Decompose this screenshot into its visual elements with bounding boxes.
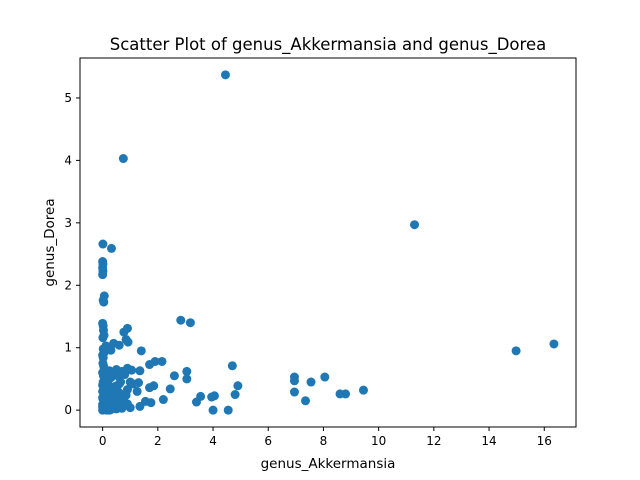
data-point (106, 345, 116, 355)
data-point (118, 154, 128, 164)
data-point (145, 360, 155, 370)
y-tick-label: 4 (64, 153, 72, 167)
data-point (125, 403, 135, 413)
data-point (119, 327, 129, 337)
data-point (233, 381, 243, 391)
y-tick-label: 2 (64, 278, 72, 292)
data-point (145, 383, 155, 393)
data-point (116, 377, 126, 387)
plot-frame (79, 57, 577, 428)
data-point (230, 390, 240, 400)
data-point (127, 365, 137, 375)
data-point (207, 392, 217, 402)
data-point (358, 385, 368, 395)
y-axis-ticks: 0 1 2 3 4 5 (64, 91, 80, 417)
data-point (220, 70, 230, 80)
data-point (182, 366, 192, 376)
data-point (104, 390, 114, 400)
y-tick-label: 1 (64, 341, 72, 355)
data-points (98, 70, 559, 415)
data-point (165, 384, 175, 394)
x-tick-label: 14 (481, 434, 496, 448)
data-point (106, 243, 116, 253)
data-point (114, 340, 124, 350)
data-point (511, 346, 521, 356)
data-point (306, 377, 316, 387)
data-point (301, 396, 310, 406)
data-point (208, 405, 218, 415)
data-point (410, 220, 420, 230)
y-axis-label: genus_Dorea (42, 198, 58, 286)
data-point (289, 387, 299, 397)
data-point (176, 315, 186, 325)
x-axis-ticks: 0 2 4 6 8 10 12 14 16 (99, 427, 552, 448)
x-tick-label: 10 (371, 434, 386, 448)
data-point (98, 239, 108, 249)
data-point (98, 333, 108, 343)
data-point (128, 379, 138, 389)
x-axis-label: genus_Akkermansia (261, 456, 396, 472)
data-point (117, 403, 127, 413)
x-tick-label: 0 (99, 434, 107, 448)
data-point (99, 365, 109, 375)
data-point (136, 346, 146, 356)
data-point (110, 398, 120, 408)
data-point (120, 370, 130, 380)
chart-title: Scatter Plot of genus_Akkermansia and ge… (110, 35, 546, 55)
data-point (113, 386, 123, 396)
data-point (182, 374, 192, 384)
data-point (157, 356, 167, 366)
data-point (103, 375, 113, 385)
x-tick-label: 16 (537, 434, 552, 448)
data-point (289, 376, 299, 386)
y-tick-label: 5 (64, 91, 72, 105)
data-point (223, 405, 233, 415)
data-point (549, 339, 559, 349)
data-point (169, 371, 179, 381)
data-point (146, 398, 156, 408)
data-point (98, 270, 108, 280)
y-tick-label: 0 (64, 403, 72, 417)
data-point (123, 337, 133, 347)
data-point (100, 399, 110, 409)
data-point (135, 401, 145, 411)
data-point (185, 318, 195, 328)
data-point (320, 372, 330, 382)
data-point (227, 361, 237, 371)
data-point (99, 297, 109, 307)
data-point (118, 394, 128, 404)
x-tick-label: 8 (320, 434, 328, 448)
x-tick-label: 12 (426, 434, 441, 448)
data-point (158, 395, 168, 405)
data-point (132, 386, 142, 396)
data-point (341, 389, 351, 399)
x-tick-label: 2 (154, 434, 162, 448)
x-tick-label: 6 (264, 434, 272, 448)
data-point (135, 366, 145, 376)
y-tick-label: 3 (64, 216, 72, 230)
data-point (191, 397, 201, 407)
x-tick-label: 4 (209, 434, 217, 448)
